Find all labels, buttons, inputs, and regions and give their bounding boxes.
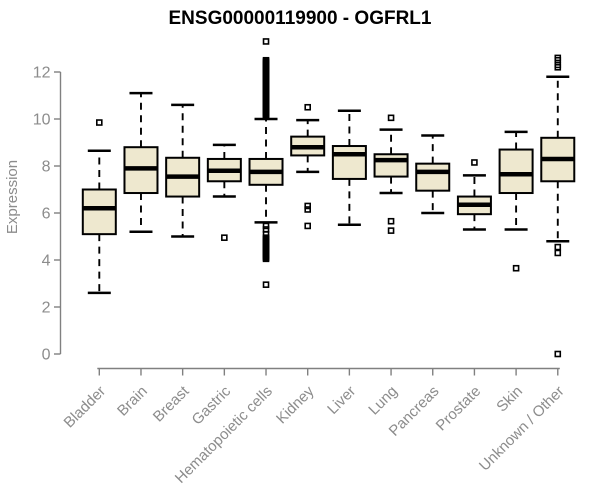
outlier-point-unknown-other [554, 350, 562, 358]
y-tick-label-4: 4 [42, 253, 51, 270]
boxplot-bladder [81, 119, 117, 295]
outlier-point-lung [387, 227, 395, 234]
boxes-layer [81, 38, 576, 358]
y-tick-label-10: 10 [33, 112, 51, 129]
x-tick-label-lung: Lung [365, 383, 401, 419]
x-tick-label-breast: Breast [150, 382, 193, 425]
y-tick-label-0: 0 [42, 347, 51, 364]
outlier-point-kidney [304, 202, 312, 210]
boxplot-prostate [456, 159, 492, 231]
x-tick-label-skin: Skin [493, 383, 526, 416]
box-pancreas [415, 162, 451, 192]
outlier-point-hematopoietic-cells [262, 56, 270, 64]
box-lung [373, 153, 409, 178]
outlier-point-unknown-other [554, 243, 562, 251]
outlier-point-hematopoietic-cells [262, 234, 270, 241]
outlier-point-hematopoietic-cells [262, 38, 270, 45]
outlier-point-hematopoietic-cells [262, 222, 270, 230]
x-tick-label-brain: Brain [114, 383, 151, 420]
boxplot-pancreas [415, 134, 451, 215]
outlier-point-gastric [221, 234, 228, 241]
outlier-point-kidney [304, 103, 312, 111]
chart-title: ENSG00000119900 - OGFRL1 [169, 8, 432, 29]
x-tick-label-liver: Liver [324, 383, 359, 418]
boxplot-breast [165, 103, 201, 238]
box-liver [331, 145, 367, 180]
outlier-point-lung [387, 114, 395, 122]
boxplot-skin [498, 130, 534, 272]
y-axis-label: Expression [4, 160, 21, 234]
x-tick-label-prostate: Prostate [433, 383, 485, 435]
outlier-point-kidney [304, 222, 312, 230]
boxplot-gastric [206, 143, 242, 241]
boxplot-kidney [290, 103, 326, 230]
x-tick-label-kidney: Kidney [273, 382, 318, 427]
y-tick-label-8: 8 [42, 159, 51, 176]
outlier-point-unknown-other [554, 249, 562, 257]
boxplot-unknown-other [540, 54, 576, 358]
outlier-point-hematopoietic-cells [262, 281, 270, 288]
boxplot-hematopoietic-cells [248, 38, 284, 288]
box-bladder [81, 188, 117, 236]
x-tick-label-bladder: Bladder [61, 383, 110, 432]
y-tick-label-12: 12 [33, 65, 51, 82]
boxplot-lung [373, 114, 409, 234]
outlier-point-lung [387, 217, 395, 225]
box-skin [498, 148, 534, 195]
y-tick-label-6: 6 [42, 206, 51, 223]
outlier-point-prostate [471, 159, 478, 166]
boxplot-liver [331, 109, 367, 226]
boxplot-brain [123, 91, 159, 234]
outlier-point-skin [512, 264, 520, 272]
outlier-point-bladder [96, 119, 103, 126]
outlier-point-unknown-other [554, 64, 562, 71]
outlier-point-kidney [304, 206, 312, 213]
y-tick-label-2: 2 [42, 300, 51, 317]
